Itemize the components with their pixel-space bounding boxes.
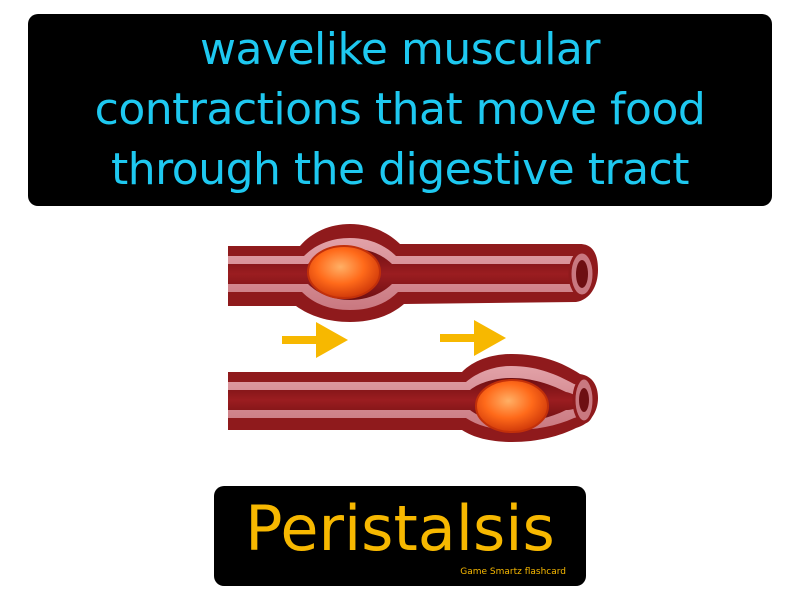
definition-line-3: through the digestive tract [111,144,689,195]
right-arrow-icon [282,322,348,358]
definition-card: wavelike muscular contractions that move… [28,14,772,206]
intestine-tube-top-icon [228,224,598,322]
definition-line-2: contractions that move food [94,84,706,135]
credit-label: Game Smartz flashcard [460,567,566,577]
term-card: Peristalsis Game Smartz flashcard [214,486,586,586]
right-arrow-icon [440,320,506,356]
tube-bottom-end-lumen [579,388,589,412]
food-bolus-bottom-icon [475,379,549,433]
tube-top-end-lumen [576,260,588,288]
food-bolus-top-icon [307,245,381,299]
term-title: Peristalsis [245,492,555,565]
intestine-tube-bottom-icon [228,354,598,442]
definition-line-1: wavelike muscular [199,24,601,75]
